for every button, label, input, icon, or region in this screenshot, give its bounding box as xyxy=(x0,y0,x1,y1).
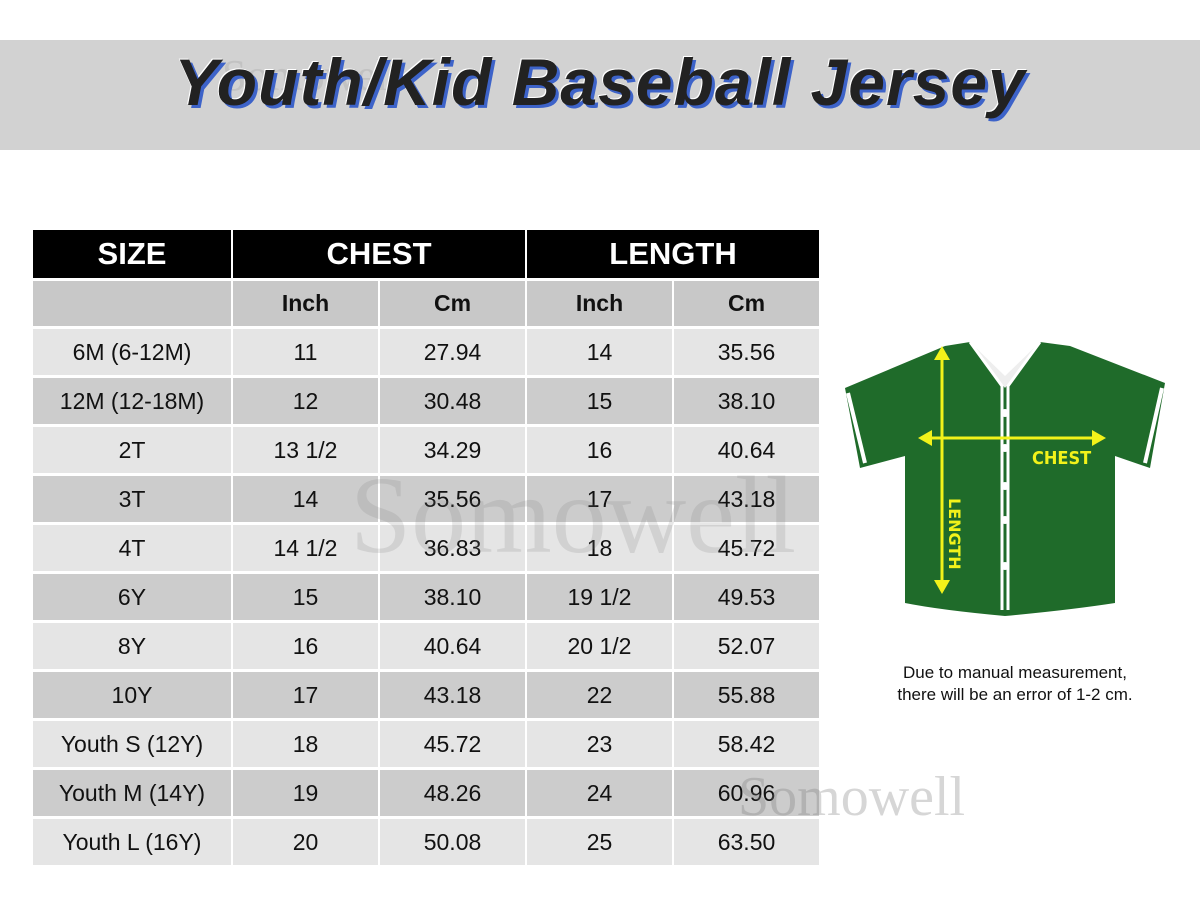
cell-chest-cm: 36.83 xyxy=(380,525,525,571)
cell-size: Youth S (12Y) xyxy=(33,721,231,767)
cell-length-cm: 40.64 xyxy=(674,427,819,473)
note-line: there will be an error of 1-2 cm. xyxy=(897,685,1133,704)
cell-size: Youth M (14Y) xyxy=(33,770,231,816)
jersey-diagram: CHEST LENGTH xyxy=(845,341,1165,616)
cell-size: 10Y xyxy=(33,672,231,718)
cell-chest-inch: 15 xyxy=(233,574,378,620)
cell-chest-inch: 11 xyxy=(233,329,378,375)
cell-chest-inch: 20 xyxy=(233,819,378,865)
header-length: LENGTH xyxy=(527,230,819,278)
cell-length-cm: 55.88 xyxy=(674,672,819,718)
cell-length-inch: 15 xyxy=(527,378,672,424)
table-row: 6M (6-12M) 11 27.94 14 35.56 xyxy=(33,329,819,375)
title-banner xyxy=(0,40,1200,150)
subheader-chest-inch: Inch xyxy=(233,281,378,326)
cell-chest-inch: 16 xyxy=(233,623,378,669)
table-row: Youth S (12Y) 18 45.72 23 58.42 xyxy=(33,721,819,767)
page-title: Youth/Kid Baseball Jersey xyxy=(174,45,1026,119)
note-line: Due to manual measurement, xyxy=(903,663,1127,682)
table-row: Youth M (14Y) 19 48.26 24 60.96 xyxy=(33,770,819,816)
cell-chest-inch: 18 xyxy=(233,721,378,767)
cell-size: 4T xyxy=(33,525,231,571)
cell-length-inch: 16 xyxy=(527,427,672,473)
length-label: LENGTH xyxy=(945,498,964,570)
cell-length-inch: 17 xyxy=(527,476,672,522)
cell-chest-cm: 48.26 xyxy=(380,770,525,816)
cell-size: 6Y xyxy=(33,574,231,620)
cell-length-cm: 35.56 xyxy=(674,329,819,375)
cell-length-cm: 38.10 xyxy=(674,378,819,424)
cell-length-cm: 49.53 xyxy=(674,574,819,620)
subheader-length-cm: Cm xyxy=(674,281,819,326)
cell-chest-cm: 40.64 xyxy=(380,623,525,669)
cell-length-cm: 52.07 xyxy=(674,623,819,669)
table-row: 10Y 17 43.18 22 55.88 xyxy=(33,672,819,718)
cell-length-cm: 60.96 xyxy=(674,770,819,816)
cell-chest-cm: 35.56 xyxy=(380,476,525,522)
subheader-chest-cm: Cm xyxy=(380,281,525,326)
cell-length-inch: 18 xyxy=(527,525,672,571)
cell-chest-cm: 27.94 xyxy=(380,329,525,375)
cell-length-cm: 45.72 xyxy=(674,525,819,571)
table-row: 8Y 16 40.64 20 1/2 52.07 xyxy=(33,623,819,669)
table-row: Youth L (16Y) 20 50.08 25 63.50 xyxy=(33,819,819,865)
measurement-arrows xyxy=(918,346,1106,594)
cell-length-inch: 19 1/2 xyxy=(527,574,672,620)
subheader-length-inch: Inch xyxy=(527,281,672,326)
cell-chest-inch: 17 xyxy=(233,672,378,718)
cell-size: 6M (6-12M) xyxy=(33,329,231,375)
cell-chest-cm: 30.48 xyxy=(380,378,525,424)
cell-chest-cm: 38.10 xyxy=(380,574,525,620)
table-row: 2T 13 1/2 34.29 16 40.64 xyxy=(33,427,819,473)
cell-chest-cm: 34.29 xyxy=(380,427,525,473)
cell-chest-inch: 14 xyxy=(233,476,378,522)
cell-size: 3T xyxy=(33,476,231,522)
cell-chest-cm: 50.08 xyxy=(380,819,525,865)
cell-length-cm: 58.42 xyxy=(674,721,819,767)
cell-size: 2T xyxy=(33,427,231,473)
cell-chest-inch: 12 xyxy=(233,378,378,424)
cell-length-inch: 20 1/2 xyxy=(527,623,672,669)
table-row: 6Y 15 38.10 19 1/2 49.53 xyxy=(33,574,819,620)
cell-size: Youth L (16Y) xyxy=(33,819,231,865)
header-size: SIZE xyxy=(33,230,231,278)
cell-chest-inch: 14 1/2 xyxy=(233,525,378,571)
cell-length-cm: 43.18 xyxy=(674,476,819,522)
cell-length-inch: 24 xyxy=(527,770,672,816)
measurement-note: Due to manual measurement, there will be… xyxy=(860,662,1170,706)
table-row: 4T 14 1/2 36.83 18 45.72 xyxy=(33,525,819,571)
cell-size: 12M (12-18M) xyxy=(33,378,231,424)
cell-length-inch: 23 xyxy=(527,721,672,767)
cell-length-inch: 22 xyxy=(527,672,672,718)
cell-length-inch: 14 xyxy=(527,329,672,375)
table-row: 3T 14 35.56 17 43.18 xyxy=(33,476,819,522)
header-chest: CHEST xyxy=(233,230,525,278)
size-chart-table: SIZE CHEST LENGTH Inch Cm Inch Cm 6M (6-… xyxy=(31,227,821,868)
cell-length-inch: 25 xyxy=(527,819,672,865)
cell-chest-inch: 13 1/2 xyxy=(233,427,378,473)
chest-label: CHEST xyxy=(1032,448,1091,469)
subheader-blank xyxy=(33,281,231,326)
cell-size: 8Y xyxy=(33,623,231,669)
cell-chest-cm: 43.18 xyxy=(380,672,525,718)
cell-chest-cm: 45.72 xyxy=(380,721,525,767)
cell-length-cm: 63.50 xyxy=(674,819,819,865)
jersey-icon xyxy=(845,341,1165,616)
table-row: 12M (12-18M) 12 30.48 15 38.10 xyxy=(33,378,819,424)
cell-chest-inch: 19 xyxy=(233,770,378,816)
